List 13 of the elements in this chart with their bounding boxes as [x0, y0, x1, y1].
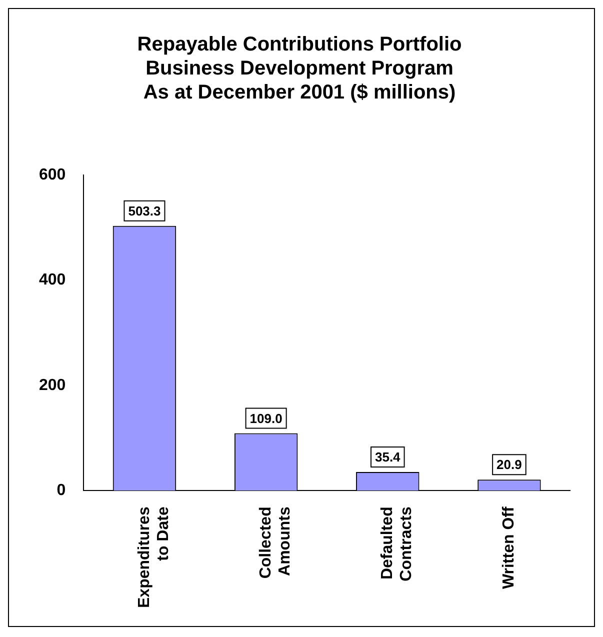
chart-title: Repayable Contributions Portfolio Business Development Program As at December 2001 ($ millions)	[137, 34, 462, 104]
data-label: 503.3	[128, 203, 161, 218]
y-tick-label: 0	[56, 482, 66, 500]
data-label: 35.4	[374, 450, 402, 465]
x-tick-label: Collected Amounts	[257, 506, 294, 579]
y-tick-label: 200	[38, 376, 66, 394]
x-tick-label: Written Off	[500, 506, 518, 589]
x-tick-label: Expenditures to Date	[136, 506, 172, 608]
data-label: 20.9	[496, 457, 522, 472]
y-tick-label: 400	[38, 272, 66, 289]
data-label: 109.0	[250, 410, 282, 426]
y-tick-label: 600	[38, 166, 66, 184]
x-tick-label: Defaulted Contracts	[379, 506, 416, 582]
